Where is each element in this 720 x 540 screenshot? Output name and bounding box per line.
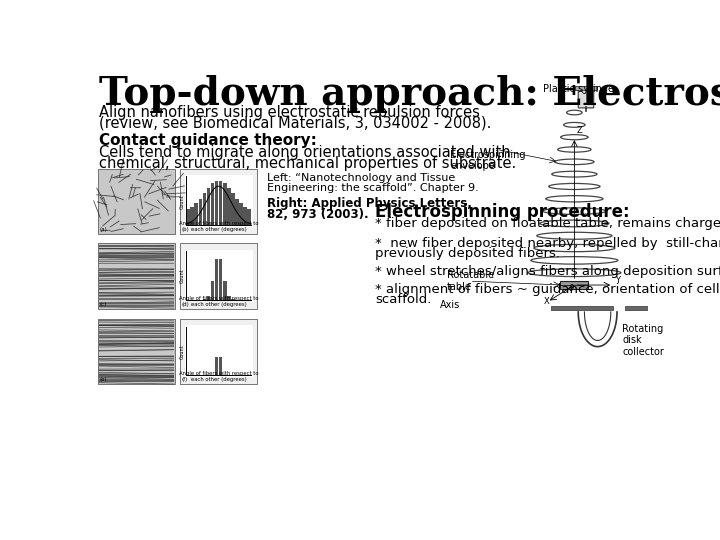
Text: Z: Z [577,126,582,136]
Bar [184,249,253,301]
Bar [180,319,258,384]
Text: Rotatable
table: Rotatable table [446,271,494,292]
Bar [98,244,175,309]
Bar [219,357,222,375]
Text: Axis: Axis [441,300,461,310]
FancyBboxPatch shape [560,281,588,289]
Text: 82, 973 (2003).: 82, 973 (2003). [266,208,369,221]
Text: Top-down approach: Electrospinning: Top-down approach: Electrospinning [99,74,720,112]
Text: X: X [544,297,549,306]
Bar [223,183,227,225]
Bar [180,168,258,234]
Text: (d): (d) [181,301,189,307]
Text: Align nanofibers using electrostatic repulsion forces: Align nanofibers using electrostatic rep… [99,105,480,120]
Text: Electrospinning
envelope: Electrospinning envelope [451,150,526,171]
Text: *  new fiber deposited nearby, repelled by  still-charged,: * new fiber deposited nearby, repelled b… [375,237,720,250]
Bar [211,281,215,300]
Bar [219,181,222,225]
Text: * fiber deposited on floatable table, remains charged.: * fiber deposited on floatable table, re… [375,217,720,230]
Text: scaffold.: scaffold. [375,294,431,307]
Text: Angle of fibers with respect to
each other (degrees): Angle of fibers with respect to each oth… [179,221,258,232]
Text: Count: Count [180,269,185,284]
Bar [227,296,230,300]
Text: Count: Count [180,345,185,359]
Text: (e): (e) [99,377,107,382]
Bar [551,306,613,310]
Text: (a): (a) [99,227,107,232]
Text: Cells tend to migrate along orientations associated with: Cells tend to migrate along orientations… [99,145,511,160]
Bar [199,199,202,225]
Bar [184,325,253,377]
FancyBboxPatch shape [575,85,597,90]
Bar [202,193,206,225]
Text: Right: Applied Physics Letters,: Right: Applied Physics Letters, [266,197,472,210]
Bar [211,183,215,225]
Bar [186,209,190,225]
Text: (f): (f) [181,377,188,382]
Text: $\theta$: $\theta$ [568,282,575,293]
Text: Electrospinning procedure:: Electrospinning procedure: [375,204,630,221]
Bar [180,244,258,309]
Bar [239,203,243,225]
Bar [243,207,247,225]
Bar [207,296,210,300]
Text: Left: “Nanotechnology and Tissue: Left: “Nanotechnology and Tissue [266,173,455,183]
Text: (c): (c) [99,301,107,307]
Text: * alignment of fibers ~ guidance, orientation of cells in tissue: * alignment of fibers ~ guidance, orient… [375,284,720,296]
Text: Angle of fibers with respect to
each other (degrees): Angle of fibers with respect to each oth… [179,371,258,382]
Text: chemical, structural, mechanical properties of substrate.: chemical, structural, mechanical propert… [99,157,516,171]
Bar [98,168,175,234]
Bar [223,281,227,300]
Bar [194,203,198,225]
Text: Plastic syringe: Plastic syringe [544,84,614,94]
Bar [231,193,235,225]
Text: * wheel stretches/aligns fibers along deposition surface.: * wheel stretches/aligns fibers along de… [375,265,720,278]
Bar [184,175,253,226]
Bar [219,259,222,300]
Text: Count: Count [180,194,185,209]
Bar [248,209,251,225]
FancyBboxPatch shape [578,90,594,108]
Bar [625,306,664,310]
Text: (review, see Biomedical Materials, 3, 034002 - 2008).: (review, see Biomedical Materials, 3, 03… [99,116,492,131]
Text: (b): (b) [181,227,189,232]
Text: previously deposited fibers.: previously deposited fibers. [375,247,560,260]
Bar [215,259,218,300]
Bar [227,188,230,225]
Text: Rotating
disk
collector: Rotating disk collector [622,323,665,357]
Text: Engineering: the scaffold”. Chapter 9.: Engineering: the scaffold”. Chapter 9. [266,183,479,193]
Bar [207,188,210,225]
Bar [235,199,239,225]
Text: Contact guidance theory:: Contact guidance theory: [99,132,318,147]
Bar [190,207,194,225]
Text: Y: Y [615,276,620,286]
Text: Angle of fibers with respect to
each other (degrees): Angle of fibers with respect to each oth… [179,296,258,307]
Bar [215,181,218,225]
Bar [98,319,175,384]
Bar [215,357,218,375]
